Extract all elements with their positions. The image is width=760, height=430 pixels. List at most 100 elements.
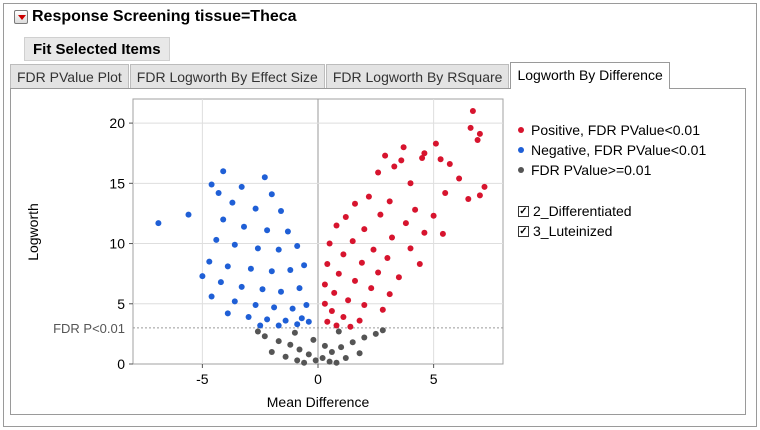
data-point — [324, 261, 331, 267]
data-point — [291, 329, 298, 336]
data-point — [324, 318, 331, 325]
data-point — [368, 285, 375, 292]
data-point — [282, 353, 289, 360]
data-point — [238, 283, 245, 290]
data-point — [412, 206, 419, 213]
tab-logworth-by-difference[interactable]: Logworth By Difference — [510, 62, 670, 89]
data-point — [352, 200, 358, 207]
data-point — [407, 180, 414, 187]
data-point — [264, 227, 271, 234]
data-point — [430, 212, 437, 219]
data-point — [275, 338, 282, 345]
legend-label-negative: Negative, FDR PValue<0.01 — [531, 142, 707, 158]
data-point — [264, 316, 271, 323]
data-point — [185, 211, 192, 218]
data-point — [199, 273, 206, 280]
data-point — [206, 258, 213, 265]
data-point — [372, 330, 379, 337]
data-point — [208, 293, 215, 300]
y-tick-label: 10 — [109, 236, 125, 252]
data-point — [476, 192, 483, 199]
tab-bar: FDR PValue Plot FDR Logworth By Effect S… — [10, 62, 671, 89]
report-header: Response Screening tissue=Theca — [4, 4, 756, 30]
data-point — [296, 285, 303, 292]
filter-label-2-differentiated: 2_Differentiated — [533, 203, 632, 219]
legend-label-not-significant: FDR PValue>=0.01 — [531, 162, 652, 178]
data-point — [331, 289, 338, 296]
data-point — [340, 251, 347, 258]
data-point — [252, 302, 259, 308]
data-point — [301, 262, 308, 269]
data-point — [328, 349, 335, 355]
fit-selected-items-button[interactable]: Fit Selected Items — [24, 37, 170, 61]
data-point — [386, 198, 393, 205]
data-point — [474, 137, 481, 143]
data-point — [361, 226, 368, 233]
legend-label-positive: Positive, FDR PValue<0.01 — [531, 122, 700, 138]
tab-fdr-logworth-by-rsquare[interactable]: FDR Logworth By RSquare — [325, 64, 510, 89]
x-axis-label: Mean Difference — [267, 394, 370, 410]
filter-label-3-luteinized: 3_Luteinized — [533, 223, 613, 239]
data-point — [275, 246, 282, 253]
data-point — [382, 152, 389, 159]
grid-lines — [133, 99, 503, 364]
data-point — [321, 342, 328, 349]
data-point — [442, 190, 449, 196]
data-point — [254, 245, 261, 252]
data-point — [391, 163, 398, 170]
y-tick-label: 0 — [117, 356, 125, 372]
data-point — [400, 144, 407, 151]
data-point — [386, 291, 393, 298]
data-point — [326, 358, 333, 365]
series-2 — [254, 327, 386, 366]
data-point — [208, 181, 215, 188]
data-point — [231, 298, 238, 305]
data-point — [419, 155, 426, 161]
data-point — [347, 323, 354, 330]
data-point — [321, 281, 328, 288]
data-point — [268, 191, 275, 198]
data-point — [220, 216, 227, 223]
data-point — [333, 359, 340, 366]
group-filter-list: ✓ 2_Differentiated ✓ 3_Luteinized — [518, 201, 632, 241]
data-point — [467, 124, 474, 131]
checkbox-3-luteinized[interactable]: ✓ — [518, 225, 529, 237]
x-tick-label: 0 — [314, 371, 322, 387]
data-point — [361, 334, 368, 341]
tab-fdr-logworth-by-effect-size[interactable]: FDR Logworth By Effect Size — [129, 64, 325, 89]
data-point — [321, 300, 328, 307]
data-point — [370, 246, 377, 253]
data-points — [155, 108, 488, 366]
data-point — [224, 263, 231, 270]
data-point — [213, 236, 220, 243]
disclosure-triangle-icon[interactable] — [14, 10, 28, 24]
tab-fdr-pvalue-plot[interactable]: FDR PValue Plot — [10, 64, 129, 89]
data-point — [312, 357, 319, 364]
data-point — [247, 265, 254, 272]
data-point — [284, 228, 291, 235]
data-point — [402, 220, 409, 227]
data-point — [303, 302, 310, 308]
fdr-threshold-label: FDR P<0.01 — [53, 321, 125, 336]
data-point — [446, 161, 453, 167]
data-point — [345, 297, 352, 304]
data-point — [245, 314, 252, 320]
data-point — [310, 336, 317, 343]
data-point — [305, 351, 312, 358]
data-point — [349, 339, 356, 346]
data-point — [231, 241, 238, 248]
data-point — [287, 267, 294, 273]
data-point — [271, 304, 278, 311]
data-point — [224, 310, 231, 317]
data-point — [432, 140, 439, 147]
data-point — [465, 196, 472, 202]
data-point — [220, 168, 227, 175]
checkbox-2-differentiated[interactable]: ✓ — [518, 205, 529, 217]
filter-3-luteinized[interactable]: ✓ 3_Luteinized — [518, 221, 632, 241]
data-point — [437, 156, 444, 163]
series-0 — [321, 108, 488, 330]
legend-item-not-significant: FDR PValue>=0.01 — [518, 160, 706, 180]
data-point — [379, 327, 386, 334]
filter-2-differentiated[interactable]: ✓ 2_Differentiated — [518, 201, 632, 221]
report-title: Response Screening tissue=Theca — [32, 8, 297, 25]
